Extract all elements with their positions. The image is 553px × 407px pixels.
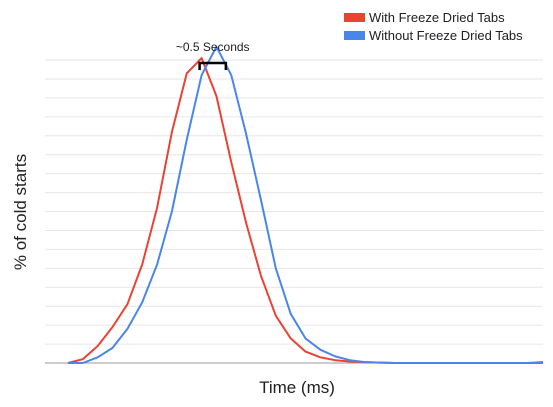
series-line-without <box>68 45 543 364</box>
legend-swatch-without <box>344 31 365 40</box>
x-axis-label: Time (ms) <box>259 378 335 397</box>
series-lines <box>67 45 544 364</box>
annotation-bracket <box>198 61 228 70</box>
legend-swatch-with <box>344 13 365 22</box>
gridlines <box>45 59 543 364</box>
legend-label-without: Without Freeze Dried Tabs <box>369 28 523 43</box>
y-axis-label: % of cold starts <box>11 154 30 270</box>
legend: With Freeze Dried Tabs Without Freeze Dr… <box>344 10 523 43</box>
annotation-label: ~0.5 Seconds <box>176 40 250 54</box>
annotation: ~0.5 Seconds <box>176 40 250 70</box>
series-line-with <box>67 57 544 364</box>
legend-label-with: With Freeze Dried Tabs <box>369 10 505 25</box>
